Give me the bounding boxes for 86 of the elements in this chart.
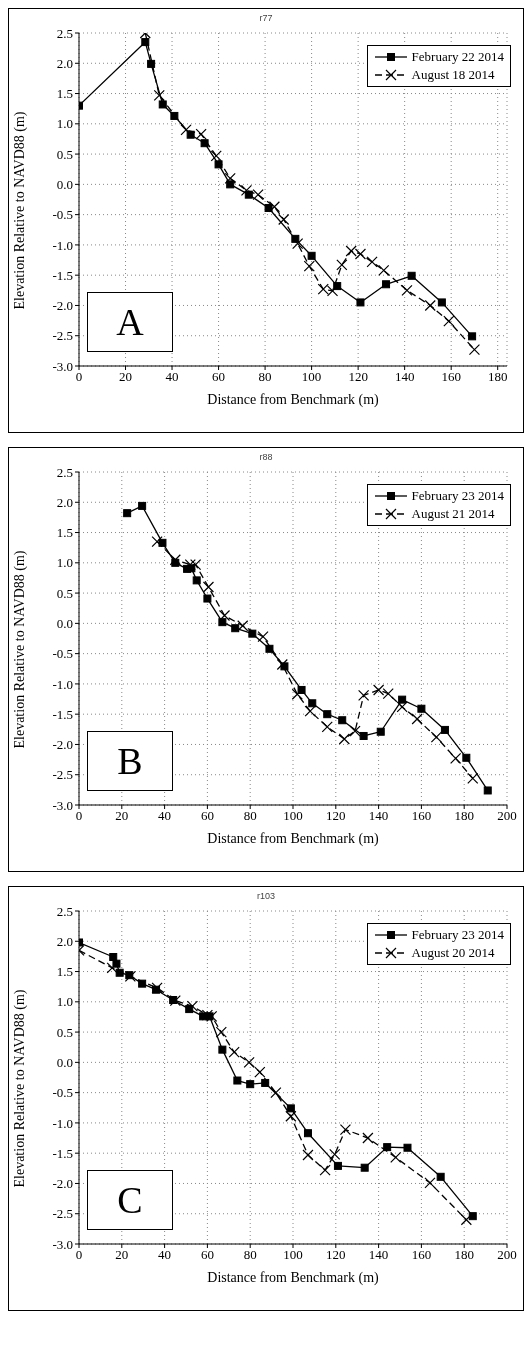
x-tick-label: 180 [487,369,508,385]
chart-title: r103 [256,891,276,901]
x-axis-title: Distance from Benchmark (m) [207,831,380,847]
y-tick-label: 0.5 [56,1024,73,1040]
legend-label: February 22 2014 [411,49,504,65]
x-tick-label: 140 [394,369,415,385]
y-tick-label: 0.0 [56,615,73,631]
x-tick-label: 20 [119,369,133,385]
x-tick-label: 100 [283,1247,303,1263]
y-tick-label: 0.0 [56,1054,73,1070]
x-tick-label: 120 [326,808,346,824]
x-tick-label: 0 [75,808,83,824]
y-tick-label: 1.5 [56,86,73,102]
y-tick-label: 0.5 [56,585,73,601]
annotation: A [87,292,173,352]
y-tick-label: -3.0 [52,1236,73,1252]
x-tick-label: 200 [497,1247,517,1263]
y-tick-label: -1.5 [52,267,73,283]
y-tick-label: -2.5 [52,1206,73,1222]
y-tick-label: 2.0 [56,55,73,71]
y-tick-label: -1.0 [52,237,73,253]
x-tick-label: 80 [243,808,257,824]
y-tick-label: 2.5 [56,903,73,919]
x-tick-label: 80 [258,369,272,385]
y-tick-label: 1.0 [56,994,73,1010]
x-tick-label: 120 [348,369,368,385]
y-tick-label: -0.5 [52,646,73,662]
chart-title: r88 [258,452,274,462]
x-tick-label: 40 [158,1247,172,1263]
y-tick-label: -3.0 [52,358,73,374]
annotation: B [87,731,173,791]
y-tick-label: 2.0 [56,494,73,510]
x-tick-label: 0 [75,369,83,385]
y-axis-title: Elevation Relative to NAVD88 (m) [11,111,28,310]
x-tick-label: 20 [115,808,129,824]
x-tick-label: 100 [301,369,322,385]
y-tick-label: 1.5 [56,525,73,541]
x-tick-label: 160 [411,808,432,824]
x-tick-label: 160 [411,1247,432,1263]
y-tick-label: -2.0 [52,1176,73,1192]
y-tick-label: -2.0 [52,737,73,753]
y-axis-title: Elevation Relative to NAVD88 (m) [11,989,28,1188]
legend-label: February 23 2014 [411,488,504,504]
y-tick-label: -1.0 [52,1115,73,1131]
legend-label: August 21 2014 [411,506,495,522]
y-tick-label: -0.5 [52,1085,73,1101]
y-tick-label: -1.0 [52,676,73,692]
x-tick-label: 180 [454,1247,474,1263]
x-tick-label: 120 [326,1247,346,1263]
chart-title: r77 [258,13,274,23]
x-tick-label: 200 [497,808,517,824]
y-tick-label: -3.0 [52,797,73,813]
y-tick-label: 2.5 [56,464,73,480]
x-tick-label: 80 [243,1247,257,1263]
x-tick-label: 60 [200,1247,214,1263]
x-tick-label: 60 [212,369,226,385]
x-axis-title: Distance from Benchmark (m) [207,392,380,408]
x-tick-label: 140 [368,808,389,824]
x-tick-label: 0 [75,1247,83,1263]
annotation: C [87,1170,173,1230]
y-tick-label: -0.5 [52,207,73,223]
x-tick-label: 160 [441,369,461,385]
y-axis-title: Elevation Relative to NAVD88 (m) [11,550,28,749]
y-tick-label: 0.5 [56,146,73,162]
x-tick-label: 20 [115,1247,129,1263]
legend-label: February 23 2014 [411,927,504,943]
x-tick-label: 40 [158,808,172,824]
y-tick-label: -2.5 [52,328,73,344]
y-tick-label: 0.0 [56,176,73,192]
x-axis-title: Distance from Benchmark (m) [207,1270,380,1286]
y-tick-label: 1.0 [56,116,73,132]
x-tick-label: 40 [165,369,179,385]
y-tick-label: 2.0 [56,933,73,949]
y-tick-label: 1.5 [56,964,73,980]
legend-label: August 20 2014 [411,945,495,961]
y-tick-label: -2.5 [52,767,73,783]
y-tick-label: -1.5 [52,1145,73,1161]
x-tick-label: 180 [454,808,474,824]
y-tick-label: 1.0 [56,555,73,571]
y-tick-label: -1.5 [52,706,73,722]
x-tick-label: 140 [368,1247,389,1263]
legend-label: August 18 2014 [411,67,495,83]
x-tick-label: 60 [200,808,214,824]
y-tick-label: 2.5 [56,25,73,41]
x-tick-label: 100 [283,808,303,824]
y-tick-label: -2.0 [52,298,73,314]
